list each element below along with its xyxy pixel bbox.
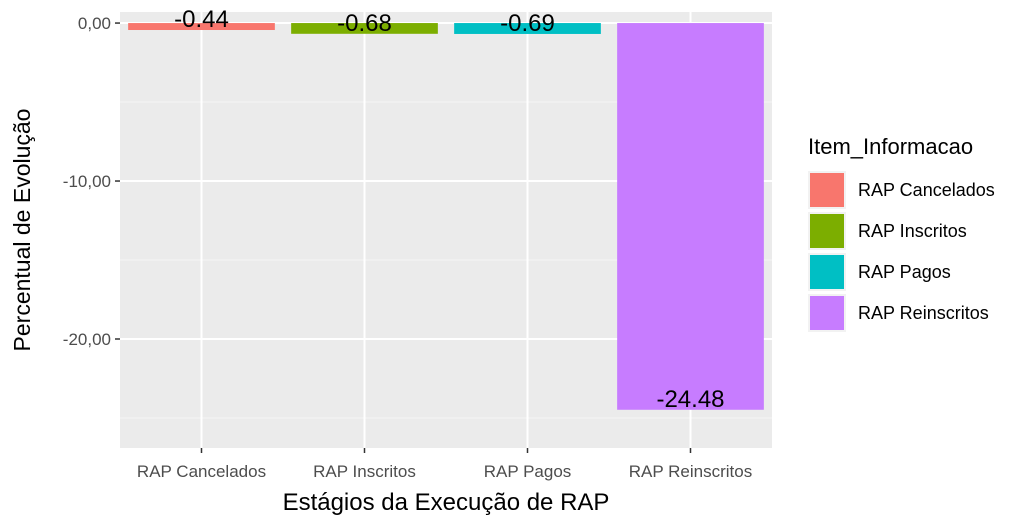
legend-item-label: RAP Reinscritos (858, 303, 989, 323)
y-tick-label: 0,00 (78, 14, 111, 33)
data-label: -0.68 (337, 10, 392, 37)
y-axis-title: Percentual de Evolução (9, 109, 35, 352)
bar (454, 23, 601, 34)
data-label: -0.69 (500, 10, 555, 37)
legend-swatch (810, 173, 844, 207)
x-tick-label: RAP Inscritos (313, 462, 416, 481)
legend-swatch (810, 296, 844, 330)
data-labels: -0.44 -0.68 -0.69 -24.48 (174, 6, 724, 413)
bar (128, 23, 275, 31)
legend: Item_Informacao RAP Cancelados RAP Inscri… (808, 134, 995, 332)
y-tick-label: -20,00 (63, 330, 111, 349)
x-axis-title: Estágios da Execução de RAP (283, 489, 610, 516)
data-label: -24.48 (656, 386, 724, 413)
bar (617, 23, 764, 410)
x-tick-label: RAP Reinscritos (629, 462, 752, 481)
legend-item-label: RAP Pagos (858, 262, 951, 282)
x-axis: RAP Cancelados RAP Inscritos RAP Pagos RAP … (137, 448, 752, 481)
legend-swatch (810, 255, 844, 289)
bar (291, 23, 438, 34)
bars (128, 23, 764, 410)
legend-item-label: RAP Cancelados (858, 180, 995, 200)
x-tick-label: RAP Cancelados (137, 462, 266, 481)
legend-swatch (810, 214, 844, 248)
data-label: -0.44 (174, 6, 229, 33)
x-tick-label: RAP Pagos (484, 462, 572, 481)
legend-item-label: RAP Inscritos (858, 221, 967, 241)
legend-title: Item_Informacao (808, 134, 973, 159)
y-tick-label: -10,00 (63, 172, 111, 191)
y-axis: 0,00 -10,00 -20,00 (63, 14, 120, 349)
